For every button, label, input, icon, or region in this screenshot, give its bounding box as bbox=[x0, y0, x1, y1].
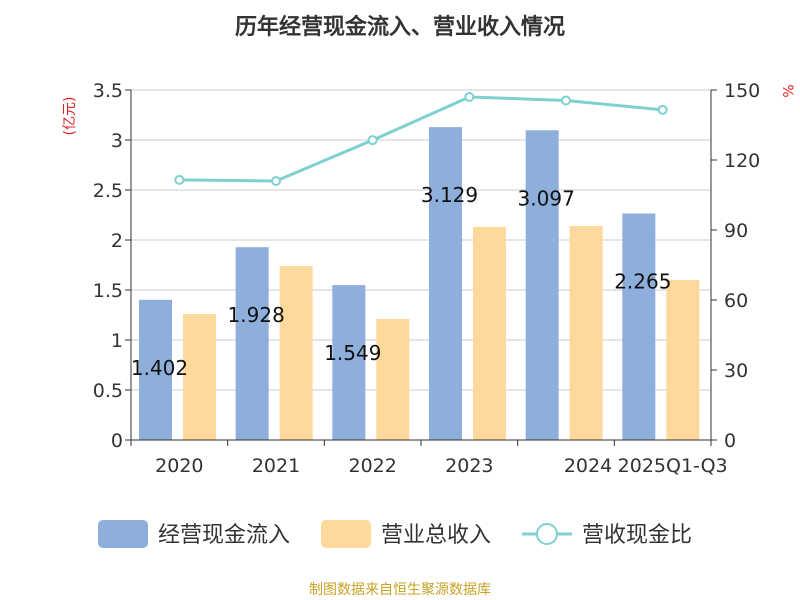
legend-label-ratio: 营收现金比 bbox=[582, 523, 692, 548]
y-left-tick-label: 3.5 bbox=[93, 80, 123, 102]
y-left-tick-label: 1.5 bbox=[93, 280, 123, 302]
bars bbox=[139, 127, 700, 441]
y-left-tick-label: 2.5 bbox=[93, 180, 123, 202]
chart-title: 历年经营现金流入、营业收入情况 bbox=[235, 14, 565, 40]
legend-label-revenue: 营业总收入 bbox=[381, 523, 491, 548]
revenue-bar bbox=[569, 226, 603, 440]
legend-swatch-revenue bbox=[321, 520, 371, 548]
x-tick-label: 2021 bbox=[252, 455, 300, 477]
grid bbox=[131, 89, 711, 391]
axes: 0 0.5 1 1.5 2 2.5 3 3.5 0 30 60 90 120 150 2020 2021 202… bbox=[93, 80, 760, 477]
ratio-point bbox=[367, 135, 378, 146]
cash-inflow-bar bbox=[622, 213, 656, 440]
y-right-tick-label: 90 bbox=[724, 220, 748, 242]
revenue-bar bbox=[183, 314, 216, 440]
cash-inflow-label: 3.129 bbox=[421, 183, 478, 207]
ratio-point bbox=[271, 176, 281, 186]
x-tick-label: 2022 bbox=[348, 455, 396, 477]
revenue-bar bbox=[473, 227, 506, 440]
cash-inflow-bar bbox=[429, 127, 462, 440]
ratio-line bbox=[174, 92, 668, 186]
x-tick-label: 2024 bbox=[564, 455, 612, 477]
cash-inflow-bar bbox=[332, 285, 366, 440]
ratio-point bbox=[657, 104, 668, 115]
y-left-tick-label: 0.5 bbox=[93, 380, 123, 402]
legend-swatch-cash-inflow bbox=[98, 520, 148, 548]
source-note: 制图数据来自恒生聚源数据库 bbox=[309, 582, 491, 598]
cash-inflow-label: 2.265 bbox=[614, 270, 671, 294]
y-right-tick-label: 120 bbox=[724, 150, 760, 172]
y-left-tick-label: 0 bbox=[111, 430, 123, 452]
y-left-tick-label: 3 bbox=[111, 130, 123, 152]
ratio-line-path bbox=[179, 95, 663, 183]
cash-inflow-label: 1.549 bbox=[324, 341, 381, 365]
y-right-tick-label: 150 bbox=[724, 80, 760, 102]
y-right-tick-label: 0 bbox=[724, 430, 736, 452]
y-right-tick-label: 60 bbox=[724, 290, 748, 312]
right-axis-unit: % bbox=[779, 84, 795, 97]
y-left-tick-label: 1 bbox=[111, 330, 123, 352]
cash-inflow-bar bbox=[139, 299, 172, 440]
x-tick-label: 2025Q1-Q3 bbox=[618, 455, 728, 477]
revenue-bar bbox=[666, 280, 700, 440]
revenue-bar bbox=[376, 319, 410, 440]
cash-inflow-label: 1.402 bbox=[131, 356, 188, 380]
x-tick-label: 2020 bbox=[155, 455, 203, 477]
ratio-point bbox=[561, 95, 571, 106]
cash-inflow-label: 3.097 bbox=[518, 186, 575, 210]
legend-label-cash-inflow: 经营现金流入 bbox=[158, 523, 290, 548]
cash-inflow-label: 1.928 bbox=[228, 303, 285, 327]
ratio-point bbox=[174, 174, 185, 185]
cash-inflow-bar bbox=[235, 247, 269, 440]
cash-inflow-bar bbox=[525, 130, 559, 441]
legend: 经营现金流入 营业总收入 营收现金比 bbox=[98, 520, 692, 548]
data-labels: 1.402 1.928 1.549 3.129 3.097 2.265 bbox=[131, 183, 672, 380]
ratio-point bbox=[464, 92, 475, 102]
legend-marker-ratio bbox=[536, 523, 558, 545]
y-left-tick-label: 2 bbox=[111, 230, 123, 252]
left-axis-unit: (亿元) bbox=[62, 97, 78, 136]
y-right-tick-label: 30 bbox=[724, 360, 748, 382]
x-tick-label: 2023 bbox=[445, 455, 493, 477]
revenue-bar bbox=[279, 266, 313, 440]
